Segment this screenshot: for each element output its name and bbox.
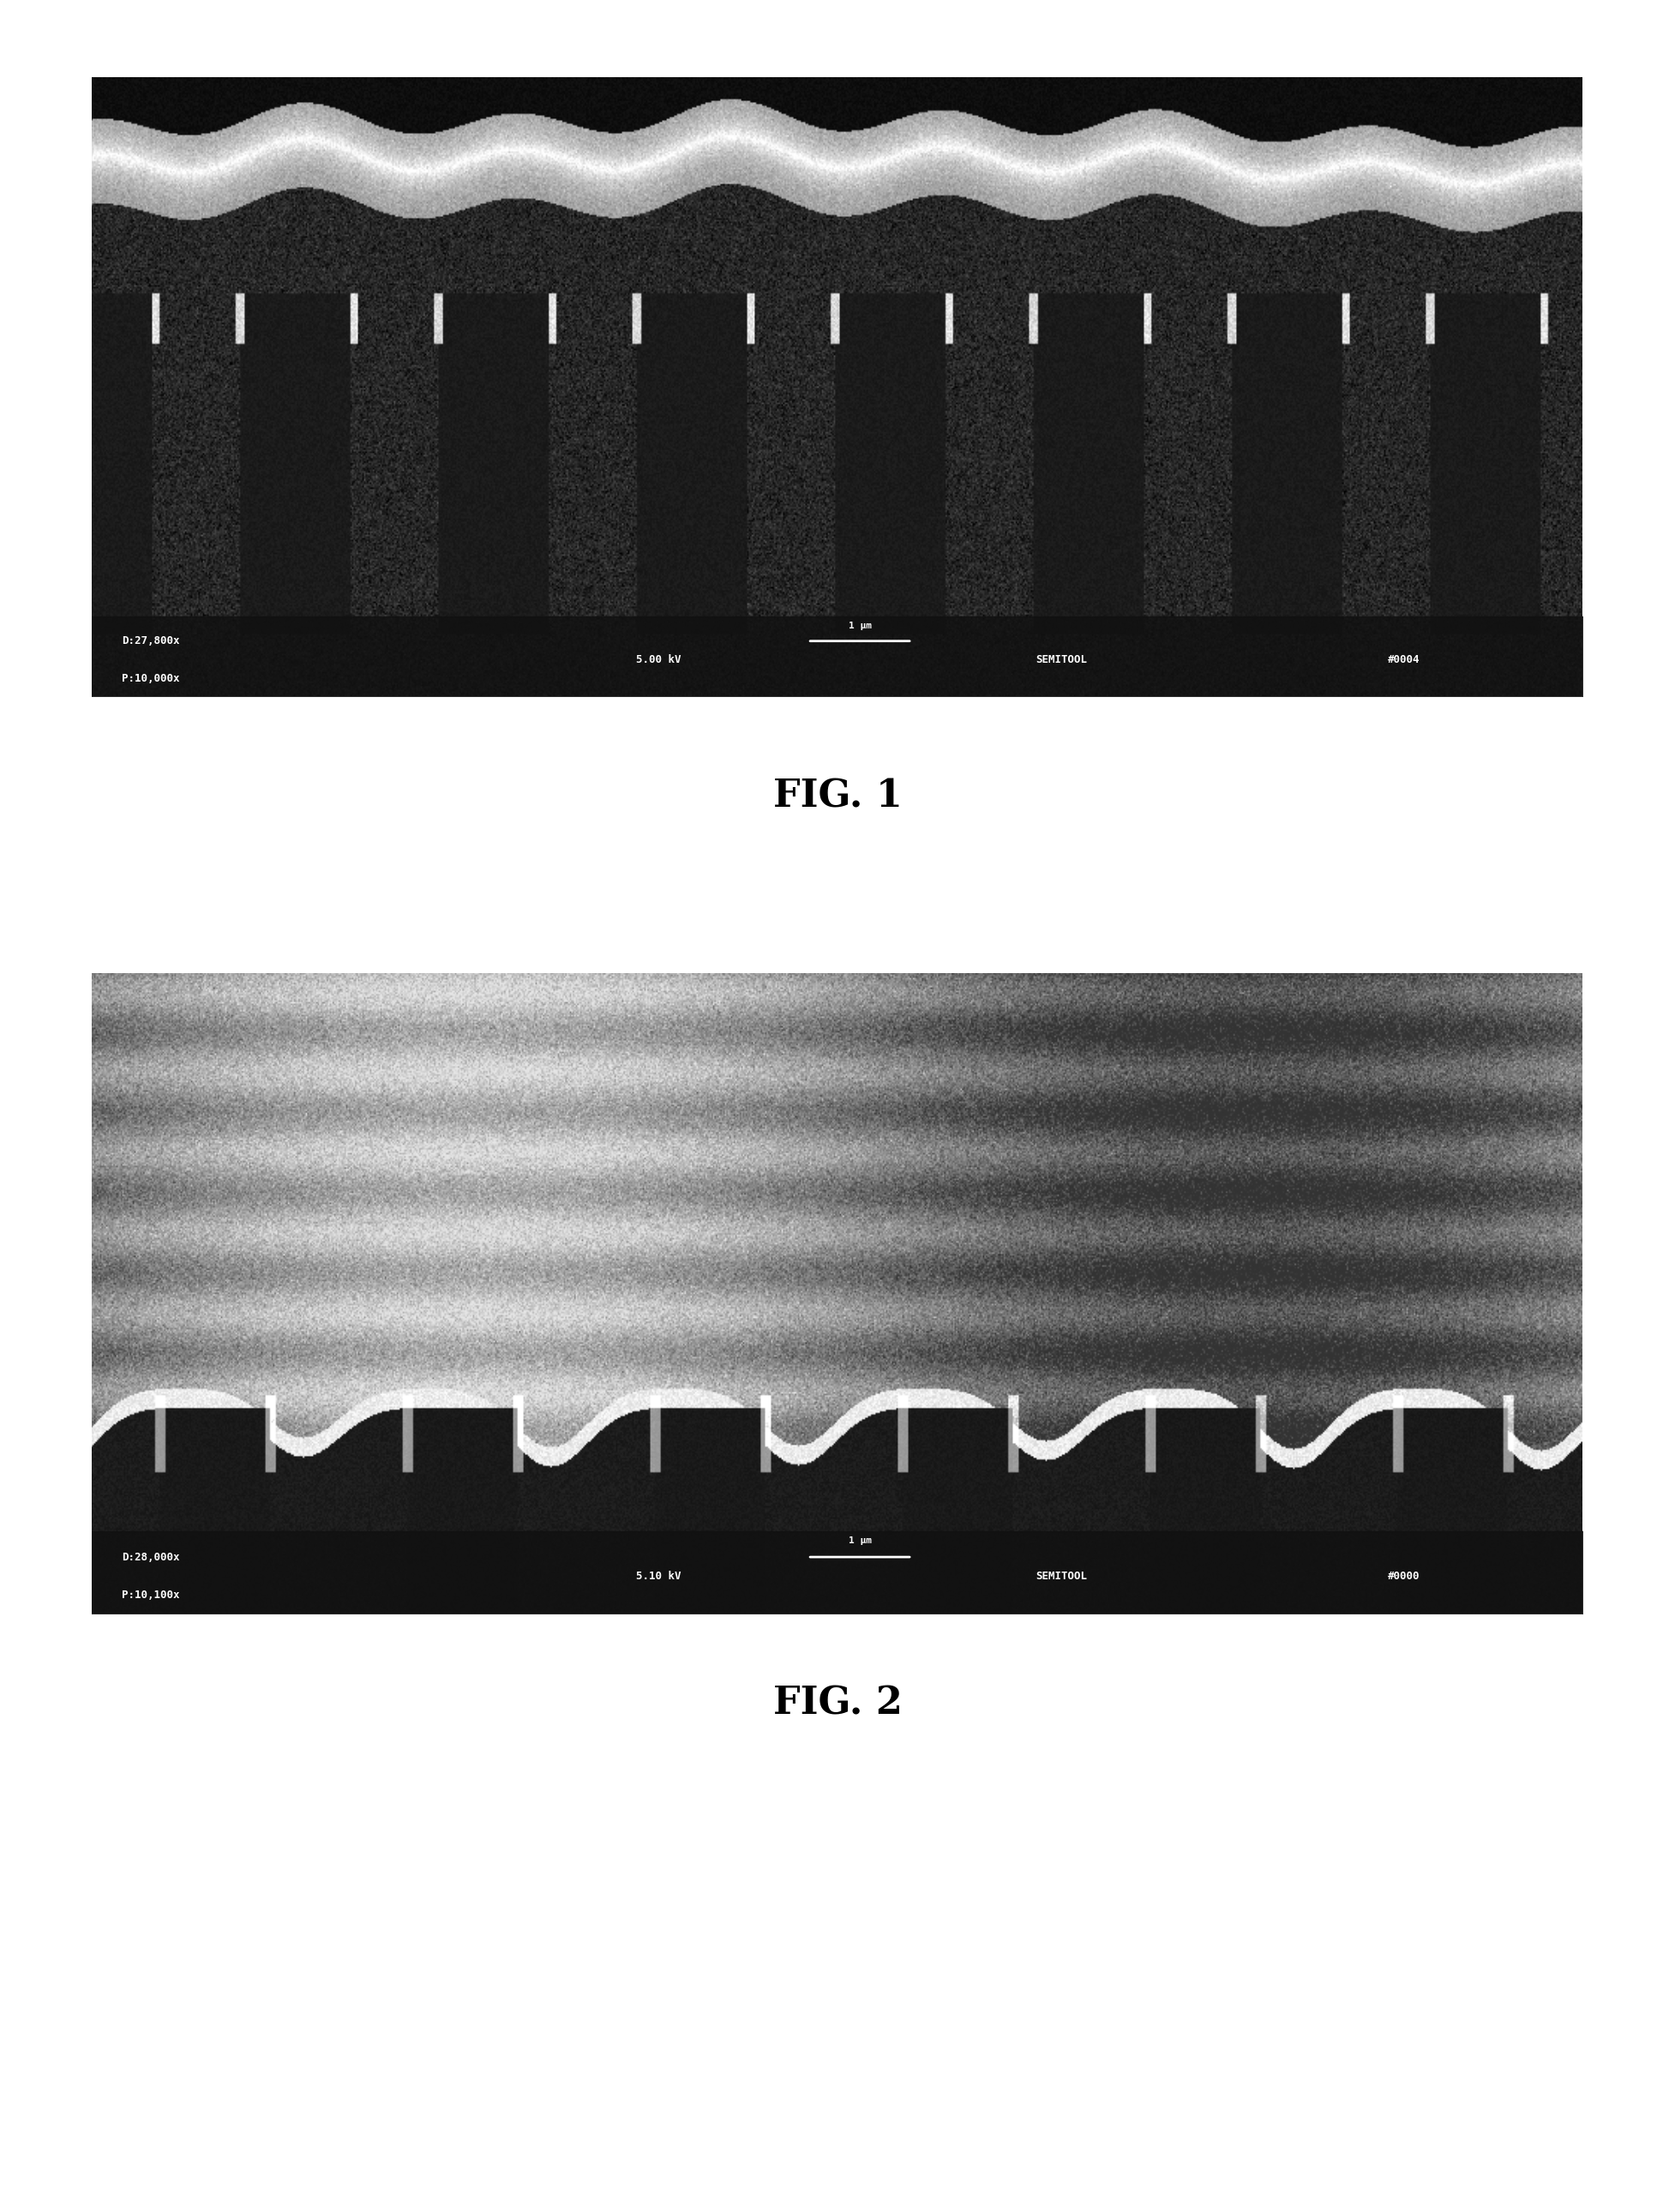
Text: 1 μm: 1 μm [848, 1537, 871, 1546]
Text: P:10,100x: P:10,100x [122, 1590, 179, 1601]
Text: D:28,000x: D:28,000x [122, 1551, 179, 1562]
Text: P:10,000x: P:10,000x [122, 672, 179, 684]
Text: #0000: #0000 [1389, 1571, 1420, 1582]
Text: 5.10 kV: 5.10 kV [636, 1571, 682, 1582]
Text: 5.00 kV: 5.00 kV [636, 655, 682, 666]
Text: D:27,800x: D:27,800x [122, 635, 179, 646]
Text: #0004: #0004 [1389, 655, 1420, 666]
Text: SEMITOOL: SEMITOOL [1035, 655, 1087, 666]
Text: 1 μm: 1 μm [848, 622, 871, 630]
Text: FIG. 2: FIG. 2 [772, 1686, 903, 1721]
Text: SEMITOOL: SEMITOOL [1035, 1571, 1087, 1582]
Text: FIG. 1: FIG. 1 [772, 779, 903, 814]
Bar [92, 1531, 1583, 1615]
Bar [92, 617, 1583, 697]
